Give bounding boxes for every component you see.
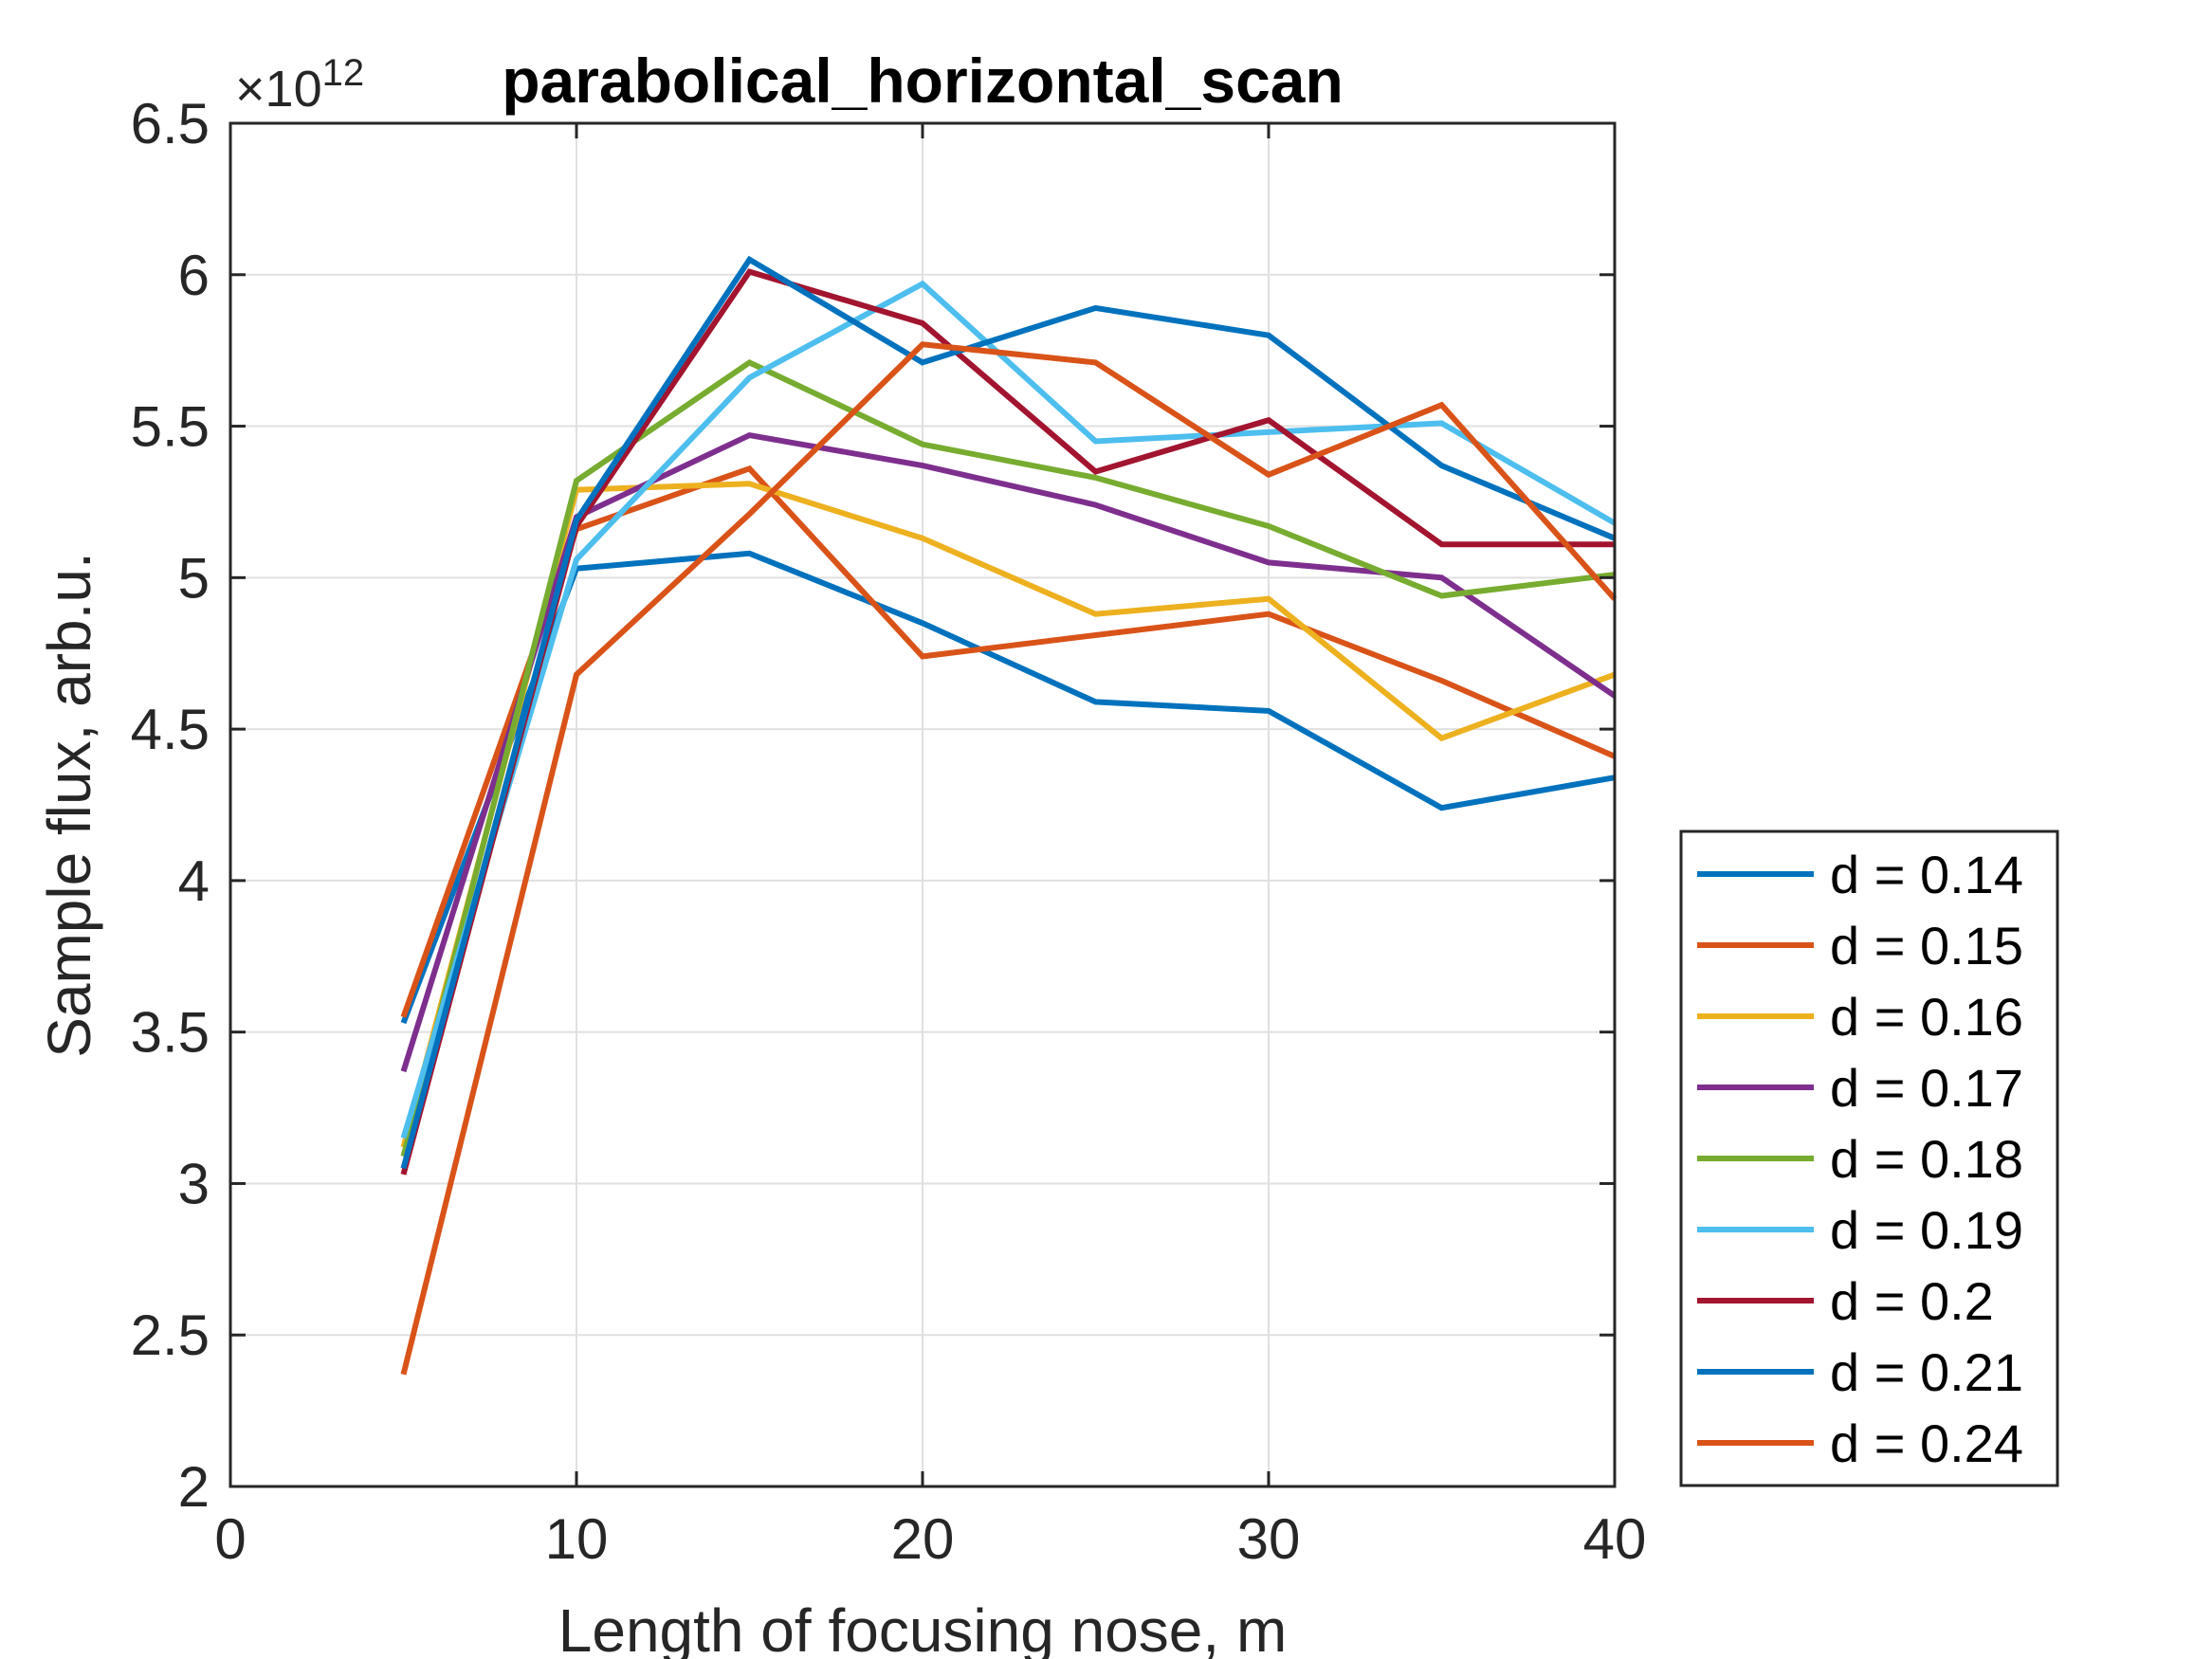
x-tick-label: 0 [214, 1507, 246, 1571]
y-tick-label: 6.5 [131, 92, 210, 155]
series-line-1 [400, 550, 1616, 1025]
x-tick-label: 10 [545, 1507, 609, 1571]
y-axis-exponent: ×1012 [235, 52, 364, 118]
y-tick-label: 4 [178, 849, 210, 913]
legend-item: d = 0.17 [1697, 1058, 2023, 1118]
y-tick-label: 3 [178, 1152, 210, 1215]
axis-ticks [229, 121, 1617, 1488]
series-line-3 [400, 481, 1617, 1148]
axis-tick-labels: 0 10 20 30 40 2 2.5 3 3.5 4 4.5 5 5.5 6 6.5 [131, 92, 1647, 1571]
x-tick-label: 30 [1237, 1507, 1301, 1571]
legend-item: d = 0.2 [1697, 1271, 1994, 1331]
legend-label: d = 0.2 [1830, 1271, 1994, 1331]
y-tick-label: 2 [178, 1455, 210, 1519]
legend-item: d = 0.15 [1697, 916, 2023, 975]
series-line-6 [400, 280, 1617, 1139]
legend-label: d = 0.16 [1830, 987, 2023, 1047]
chart-title: parabolical_horizontal_scan [502, 46, 1344, 116]
legend-label: d = 0.17 [1830, 1058, 2023, 1118]
series-line-4 [400, 431, 1617, 1073]
y-tick-label: 4.5 [131, 698, 210, 761]
legend-item: d = 0.14 [1697, 845, 2023, 904]
y-tick-label: 5 [178, 546, 210, 610]
legend-item: d = 0.21 [1697, 1342, 2023, 1402]
series-line-7 [400, 268, 1615, 1176]
x-axis-label: Length of focusing nose, m [558, 1596, 1288, 1659]
y-tick-label: 3.5 [131, 1001, 210, 1065]
legend-item: d = 0.19 [1697, 1200, 2023, 1260]
legend-label: d = 0.24 [1830, 1413, 2023, 1473]
legend-item: d = 0.24 [1697, 1413, 2023, 1473]
y-axis-label: Sample flux, arb.u. [35, 552, 103, 1058]
legend-label: d = 0.21 [1830, 1342, 2023, 1402]
series-line-8 [400, 255, 1617, 1170]
legend-label: d = 0.15 [1830, 916, 2023, 975]
y-tick-label: 6 [178, 244, 210, 307]
series-line-9 [400, 341, 1618, 1376]
legend-label: d = 0.18 [1830, 1129, 2023, 1189]
y-axis-exponent-power: 12 [322, 52, 365, 94]
legend: d = 0.14 d = 0.15 d = 0.16 d = 0.17 d = 0.18… [1679, 830, 2059, 1487]
legend-label: d = 0.19 [1830, 1200, 2023, 1260]
x-tick-label: 40 [1583, 1507, 1647, 1571]
legend-items: d = 0.14 d = 0.15 d = 0.16 d = 0.17 d = 0.18… [1697, 845, 2023, 1473]
y-tick-label: 5.5 [131, 395, 210, 459]
plot-area-series [400, 255, 1618, 1376]
legend-label: d = 0.14 [1830, 845, 2023, 904]
y-tick-label: 2.5 [131, 1304, 210, 1367]
series-line-5 [400, 358, 1616, 1158]
y-axis-exponent-base: ×10 [235, 61, 322, 118]
legend-item: d = 0.16 [1697, 987, 2023, 1047]
legend-item: d = 0.18 [1697, 1129, 2023, 1189]
series-line-2 [400, 465, 1617, 1018]
x-tick-label: 20 [891, 1507, 955, 1571]
